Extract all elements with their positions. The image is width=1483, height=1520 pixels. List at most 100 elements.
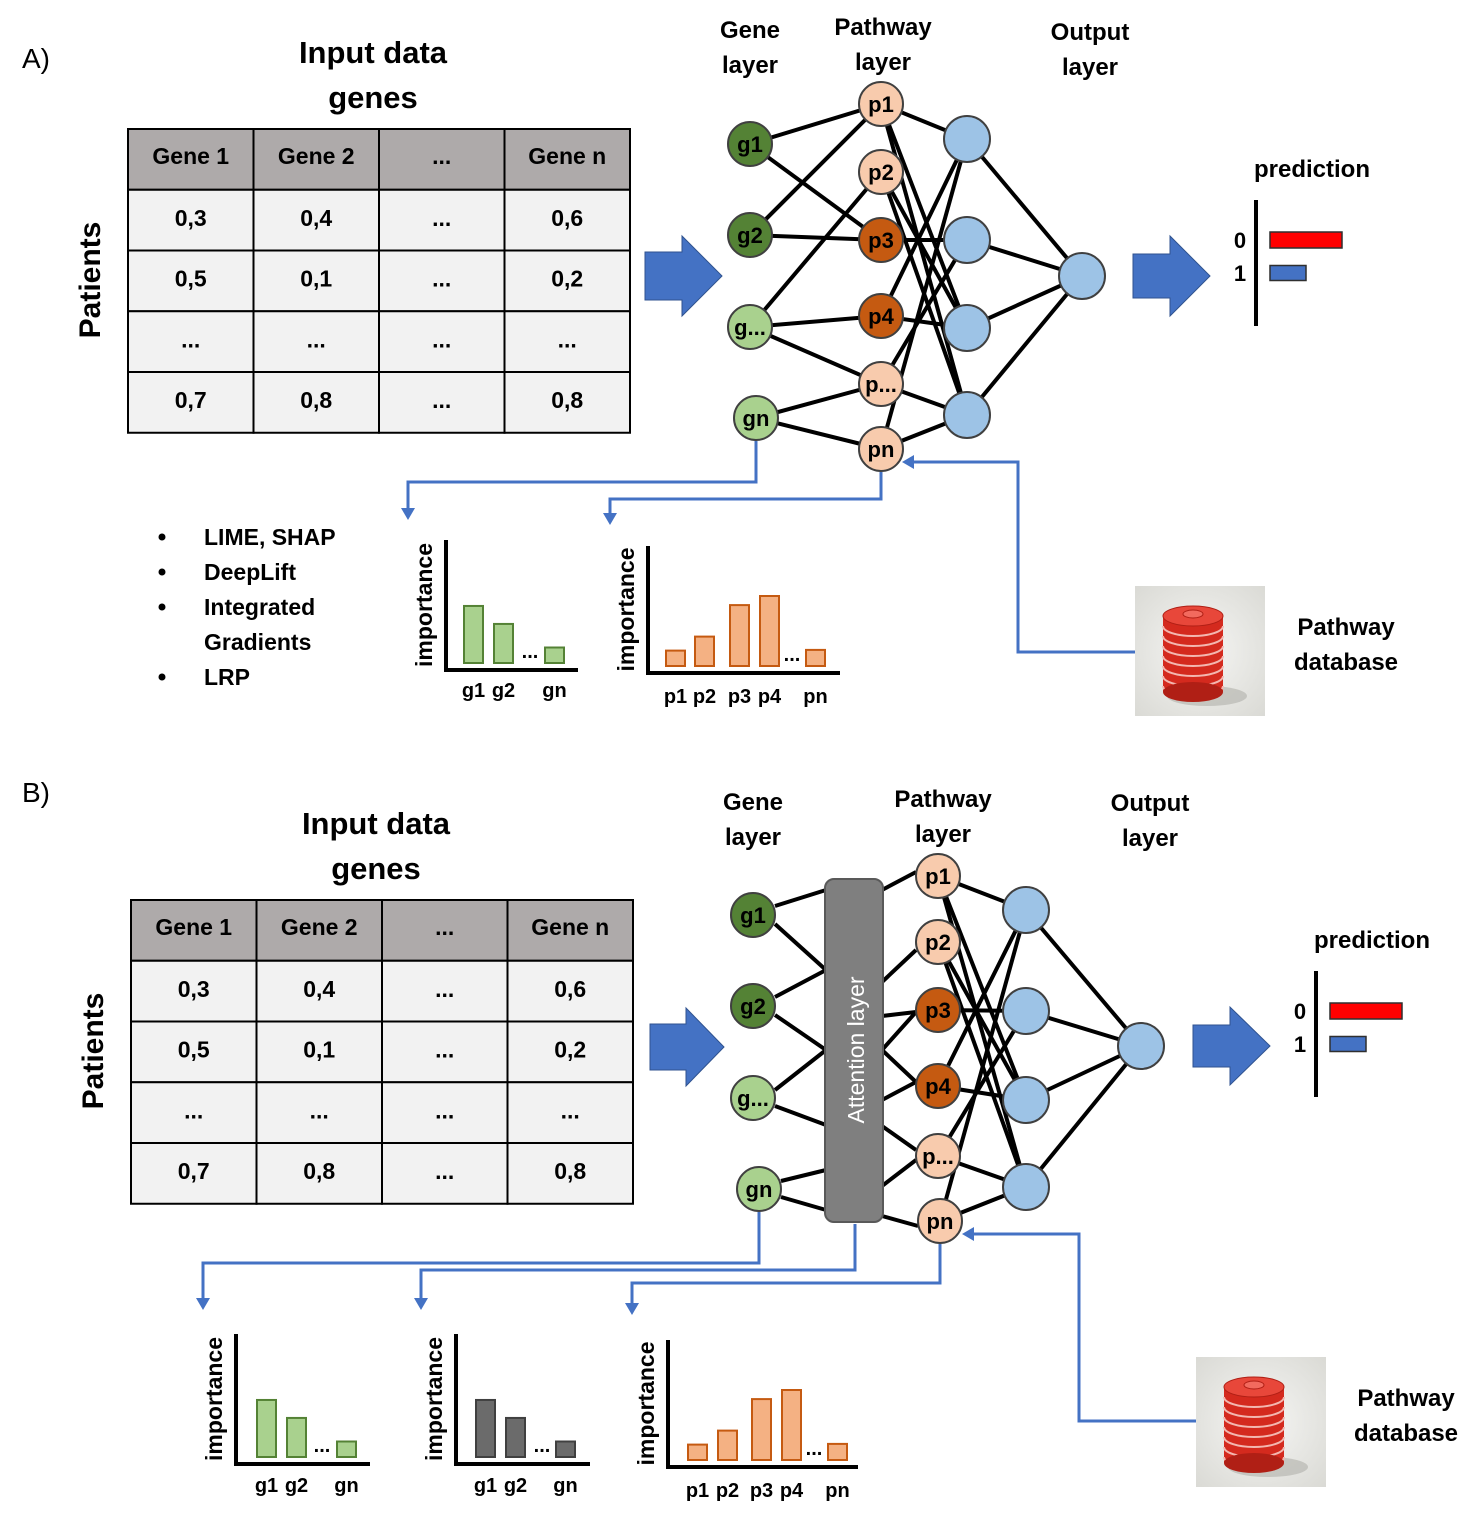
arrowhead: [625, 1303, 639, 1315]
pathway-node-label: pn: [927, 1209, 954, 1234]
database-disk-line: [1162, 625, 1224, 637]
importance-tick-label: p1: [664, 686, 687, 708]
table-cell-text: ...: [432, 266, 451, 292]
table-cell-text: ...: [435, 1097, 454, 1123]
importance-axis: [666, 1340, 858, 1469]
table-header-cell: [127, 128, 255, 191]
table-cell-text: 0,8: [554, 1158, 586, 1184]
hidden-output-node: [943, 216, 991, 264]
database-label-2: database: [1354, 1420, 1458, 1447]
pathway-node-label: p...: [922, 1144, 954, 1169]
pathway-node-label: p2: [868, 160, 894, 185]
pathway-database-image: [1135, 586, 1265, 716]
importance-tick-label: g1: [474, 1475, 497, 1497]
hidden-output-node: [1002, 1076, 1050, 1124]
database-label-2: database: [1294, 649, 1398, 676]
importance-bar: [286, 1416, 307, 1458]
network-edge: [880, 1158, 918, 1188]
prediction-class-label: 0: [1234, 228, 1246, 253]
gene-layer-title-2: layer: [725, 824, 781, 851]
importance-connectors: [201, 1212, 1196, 1423]
importance-tick-label: pn: [825, 1480, 849, 1502]
prediction-class-label: 0: [1294, 999, 1306, 1024]
pathway-importance-connector: [608, 472, 883, 517]
table-cell: [255, 1020, 383, 1084]
input-to-network-arrow: [649, 1006, 725, 1088]
prediction-bar: [1269, 231, 1343, 249]
network-edge: [1024, 1044, 1143, 1189]
gene-node: [730, 983, 776, 1029]
table-cell: [252, 310, 380, 373]
table-cell-text: 0,3: [178, 976, 210, 1002]
network-edge: [880, 1048, 918, 1084]
method-item: LIME, SHAP: [204, 524, 336, 550]
bullet: [158, 603, 166, 611]
database-disk-line: [1162, 645, 1224, 657]
database-label-1: Pathway: [1357, 1385, 1455, 1412]
importance-axis-label: importance: [613, 548, 639, 672]
gene-node: [733, 395, 779, 441]
gene-node-label: gn: [743, 406, 770, 431]
pathway-node: [858, 149, 904, 195]
network-edge: [773, 1013, 828, 1052]
table-header-text: ...: [432, 143, 451, 169]
panel-b-label: B): [22, 777, 50, 808]
importance-bar: [717, 1429, 738, 1461]
importance-axis-label: importance: [633, 1342, 659, 1466]
pathway-node: [858, 426, 904, 472]
gene-node: [727, 304, 773, 350]
table-cell-text: 0,5: [178, 1037, 210, 1063]
network-edge: [965, 137, 1084, 278]
table-cell-text: 0,4: [300, 205, 332, 231]
table-cell: [130, 1081, 258, 1144]
pathway-node-label: p4: [925, 1074, 951, 1099]
pathway-node: [917, 1198, 963, 1244]
prediction-class-label: 1: [1294, 1032, 1306, 1057]
importance-axis: [234, 1334, 370, 1466]
output-layer-title-1: Output: [1051, 19, 1130, 46]
pathway-node-label: p4: [868, 304, 894, 329]
network-nodes: g1 g2 g... gn p1 p2 p3 p4 p... pn: [727, 81, 1106, 472]
network-edge: [879, 138, 969, 317]
importance-ellipsis: ...: [784, 644, 801, 666]
panel-a: A) Input data genes Patients Gene 1 Gene …: [22, 14, 1398, 716]
network-edge: [748, 102, 883, 237]
gene-importance-connector: [406, 441, 758, 512]
network-edge: [879, 171, 969, 329]
database-cylinder-bottom: [1224, 1453, 1284, 1473]
database-disk-line: [1162, 655, 1224, 667]
database-disk-line: [1223, 1406, 1285, 1418]
table-cell-text: 0,8: [551, 387, 583, 413]
table-header-text: Gene 1: [155, 914, 232, 940]
table-cell: [255, 1142, 383, 1205]
importance-bar: [805, 648, 826, 668]
table-cell-text: ...: [435, 1037, 454, 1063]
table-cell-text: 0,4: [303, 976, 335, 1002]
database-connector: [912, 460, 1135, 654]
table-header-text: Gene 2: [278, 143, 355, 169]
hidden-output-node: [1002, 886, 1050, 934]
patients-label: Patients: [74, 222, 107, 339]
importance-bar: [827, 1442, 848, 1462]
table-cell: [506, 1081, 634, 1144]
pathway-node: [858, 217, 904, 263]
bullet: [158, 533, 166, 541]
database-disk-line: [1162, 635, 1224, 647]
pathway-node-label: pn: [868, 437, 895, 462]
connector-arrowheads: [196, 1227, 974, 1315]
importance-tick-label: p1: [686, 1480, 709, 1502]
network-edge: [774, 1104, 827, 1127]
pathway-importance-connector: [630, 1244, 942, 1305]
gene-node-label: g...: [737, 1086, 769, 1111]
importance-axis: [646, 546, 840, 675]
final-output-node: [1058, 252, 1106, 300]
network-to-prediction-arrow: [1192, 1005, 1271, 1087]
importance-axis: [444, 540, 578, 672]
table-cell-text: 0,3: [175, 205, 207, 231]
table-header-text: Gene 1: [152, 143, 229, 169]
input-to-network-arrow: [644, 234, 723, 318]
prediction-class-label: 1: [1234, 261, 1246, 286]
pathway-node-label: p1: [925, 864, 951, 889]
pathway-node: [915, 987, 961, 1033]
